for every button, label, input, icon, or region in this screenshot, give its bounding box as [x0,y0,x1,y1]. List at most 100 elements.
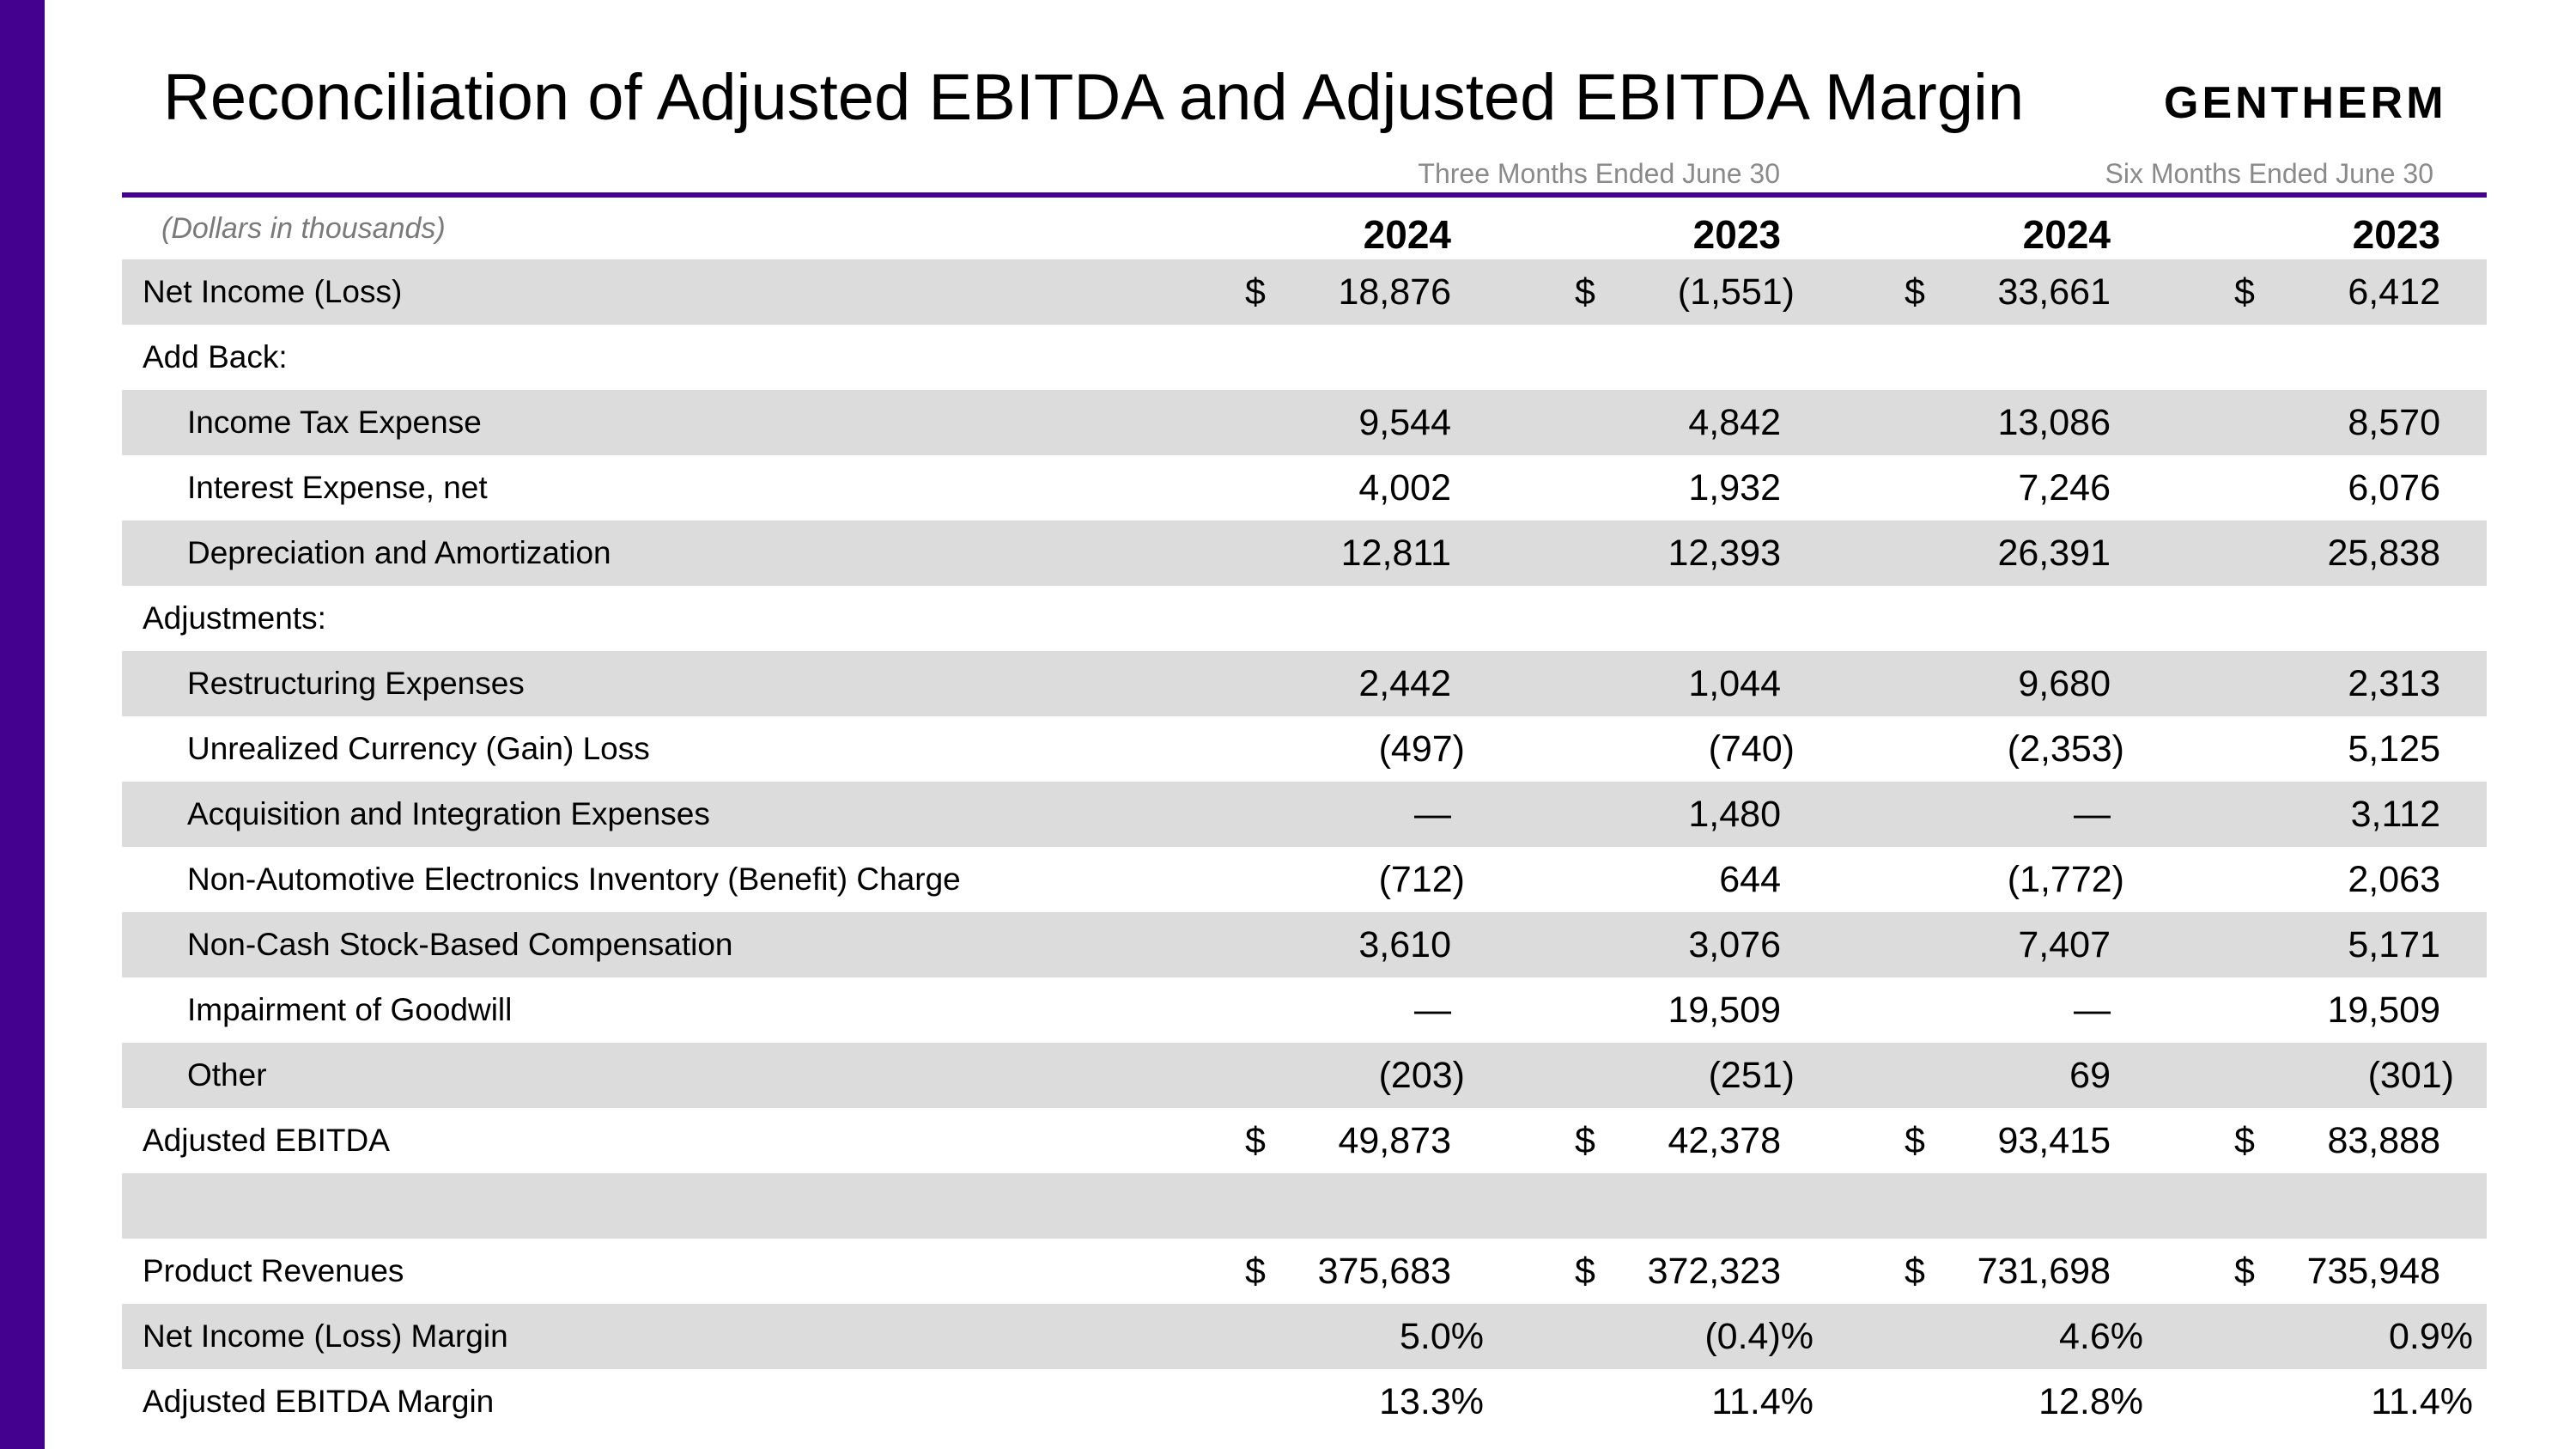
currency-symbol: $ [1905,1251,1925,1292]
column-header-ytd-2024: 2024 [2022,212,2111,257]
table-row: Unrealized Currency (Gain) Loss (497) (740… [122,716,2487,782]
cell-value: 2,442 [1358,663,1451,704]
row-label: Product Revenues [143,1253,404,1288]
cell-value: 5.0% [1399,1316,1484,1357]
table-row: Net Income (Loss) Margin 5.0% (0.4)% 4.6% 0.… [122,1304,2487,1369]
table-row: Add Back: [122,325,2487,390]
table-row: Depreciation and Amortization 12,811 12,39… [122,521,2487,586]
table-row: Other (203) (251) 69 (301) [122,1043,2487,1108]
cell-value: 5,125 [2348,728,2440,770]
header-divider [122,192,2487,198]
cell-value: 12,811 [1340,533,1451,574]
row-label: Adjusted EBITDA Margin [143,1384,495,1419]
cell-value: 12.8% [2038,1381,2143,1422]
cell-value: (1,551) [1677,271,1795,313]
table-row: Restructuring Expenses 2,442 1,044 9,680 2,3… [122,651,2487,716]
cell-value: 13,086 [1997,402,2111,443]
cell-value: 4,842 [1688,402,1781,443]
row-label: Acquisition and Integration Expenses [187,796,710,831]
currency-symbol: $ [2234,1120,2255,1161]
cell-value: — [2074,989,2111,1031]
row-label: Depreciation and Amortization [187,535,611,570]
cell-value: 0.9% [2388,1316,2473,1357]
cell-value: 25,838 [2327,533,2440,574]
cell-value: 83,888 [2327,1120,2440,1161]
cell-value: 11.4% [2371,1381,2473,1422]
row-label: Interest Expense, net [187,470,488,505]
cell-value: (2,353) [2007,728,2124,770]
table-row: Impairment of Goodwill — 19,509 — 19,509 [122,977,2487,1043]
cell-value: 2,313 [2348,663,2440,704]
cell-value: 3,112 [2350,794,2440,835]
cell-value: 33,661 [1997,271,2111,313]
table-row: Interest Expense, net 4,002 1,932 7,246 6,07… [122,455,2487,521]
units-note: (Dollars in thousands) [161,212,446,245]
cell-value: 9,544 [1358,402,1451,443]
cell-value: 1,044 [1688,663,1781,704]
cell-value: 69 [2069,1055,2111,1096]
currency-symbol: $ [2234,271,2255,313]
table-row: Net Income (Loss) $18,876 $ (1,551) $33,661 $… [122,259,2487,325]
cell-value: 9,680 [2018,663,2111,704]
row-label: Unrealized Currency (Gain) Loss [187,731,650,766]
cell-value: 42,378 [1668,1120,1781,1161]
table-row: Acquisition and Integration Expenses — 1,4… [122,782,2487,847]
cell-value: 3,076 [1688,924,1781,965]
cell-value: 8,570 [2348,402,2440,443]
cell-value: — [1414,794,1451,835]
currency-symbol: $ [1905,271,1925,313]
cell-value: 93,415 [1997,1120,2111,1161]
column-header-q2-2023: 2023 [1692,212,1781,257]
period-header-six-months: Six Months Ended June 30 [2105,158,2433,189]
table-row: Non-Cash Stock-Based Compensation 3,610 3,… [122,912,2487,977]
currency-symbol: $ [1245,271,1266,313]
row-label: Income Tax Expense [187,405,482,440]
cell-value: 12,393 [1668,533,1781,574]
currency-symbol: $ [1245,1251,1266,1292]
row-label: Impairment of Goodwill [187,992,513,1027]
row-label: Adjusted EBITDA [143,1123,390,1158]
cell-value: 11.4% [1711,1381,1814,1422]
column-header-ytd-2023: 2023 [2352,212,2440,257]
company-logo: GENTHERM [2164,78,2447,128]
column-header-q2-2024: 2024 [1363,212,1451,257]
table-row: Adjusted EBITDA Margin 13.3% 11.4% 12.8% 11.… [122,1369,2487,1434]
row-label: Add Back: [143,339,288,374]
cell-value: 6,412 [2348,271,2440,313]
row-label: Non-Cash Stock-Based Compensation [187,927,733,962]
reconciliation-table: Net Income (Loss) $18,876 $ (1,551) $33,661 $… [122,259,2487,1434]
cell-value: 19,509 [1668,989,1781,1031]
cell-value: 735,948 [2306,1251,2440,1292]
period-header-three-months: Three Months Ended June 30 [1418,158,1780,189]
currency-symbol: $ [1905,1120,1925,1161]
cell-value: (251) [1708,1055,1795,1096]
cell-value: 6,076 [2348,467,2440,508]
currency-symbol: $ [2234,1251,2255,1292]
cell-value: 13.3% [1379,1381,1484,1422]
cell-value: 1,932 [1688,467,1781,508]
cell-value: (1,772) [2007,859,2124,900]
cell-value: (497) [1378,728,1465,770]
currency-symbol: $ [1575,1120,1595,1161]
cell-value: 18,876 [1338,271,1451,313]
table-row: Income Tax Expense 9,544 4,842 13,086 8,570 [122,390,2487,455]
row-label: Restructuring Expenses [187,666,525,701]
cell-value: — [1414,989,1451,1031]
cell-value: 1,480 [1688,794,1781,835]
table-row: Product Revenues $375,683 $372,323 $731,698… [122,1239,2487,1304]
cell-value: 2,063 [2348,859,2440,900]
row-label: Net Income (Loss) Margin [143,1318,508,1354]
cell-value: (203) [1378,1055,1465,1096]
cell-value: 19,509 [2327,989,2440,1031]
currency-symbol: $ [1245,1120,1266,1161]
table-row: Non-Automotive Electronics Inventory (Be… [122,847,2487,912]
page-title: Reconciliation of Adjusted EBITDA and Ad… [163,61,2025,134]
table-row: Adjusted EBITDA $49,873 $42,378 $93,415 $83,… [122,1108,2487,1173]
cell-value: (712) [1378,859,1465,900]
cell-value: 4,002 [1358,467,1451,508]
cell-value: 644 [1719,859,1781,900]
cell-value: 4.6% [2058,1316,2143,1357]
cell-value: (301) [2367,1055,2454,1096]
cell-value: 7,407 [2018,924,2111,965]
cell-value: 731,698 [1977,1251,2111,1292]
